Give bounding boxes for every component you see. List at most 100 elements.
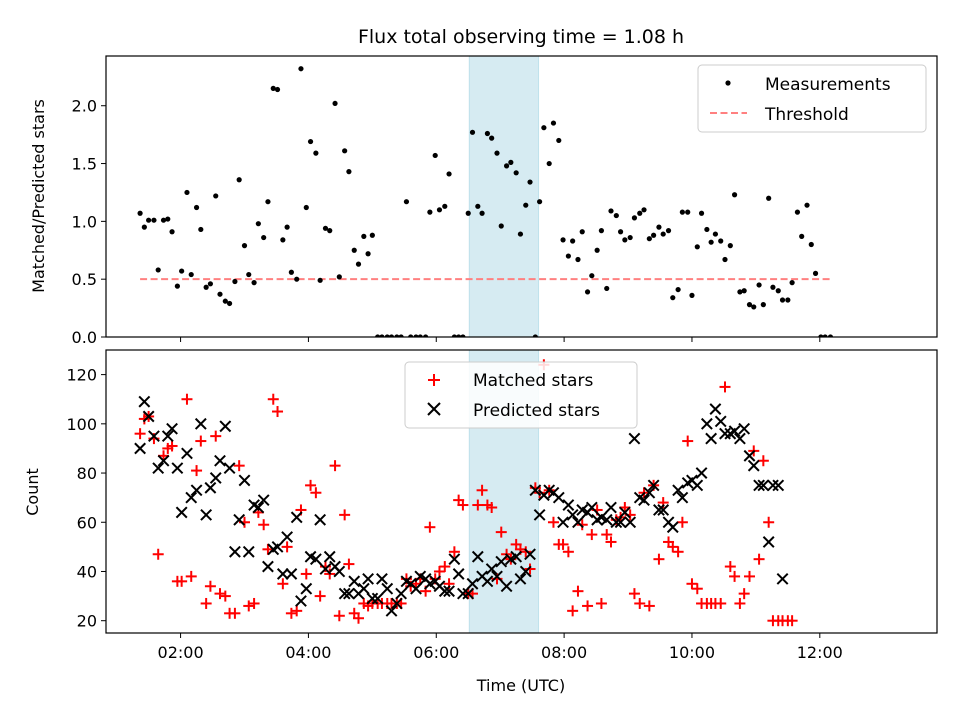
matched-stars-point	[181, 393, 193, 405]
measurement-point	[327, 228, 333, 234]
measurement-point	[274, 86, 281, 93]
measurement-point	[460, 334, 466, 337]
measurement-point	[351, 247, 357, 253]
predicted-stars-point	[691, 479, 704, 492]
predicted-stars-point	[252, 501, 265, 514]
matched-stars-point	[520, 546, 532, 558]
predicted-stars-point	[747, 459, 760, 472]
measurement-point	[155, 267, 161, 273]
measurement-point	[408, 334, 414, 337]
matched-stars-point	[314, 590, 326, 602]
measurement-point	[307, 138, 314, 145]
matched-stars-point	[753, 553, 765, 565]
measurement-point	[375, 334, 381, 337]
predicted-stars-point	[175, 506, 188, 519]
measurement-point	[369, 232, 375, 238]
legend-matched-marker	[428, 374, 440, 386]
x-tick-label: 12:00	[797, 643, 843, 662]
measurement-point	[361, 233, 367, 239]
measurement-point	[503, 163, 510, 169]
predicted-stars-point	[257, 494, 270, 507]
predicted-stars-point	[495, 555, 508, 568]
predicted-stars-point	[485, 563, 498, 575]
matched-stars-point	[576, 519, 588, 531]
predicted-stars-point	[738, 422, 751, 435]
measurement-point	[226, 300, 233, 307]
predicted-stars-point	[219, 420, 232, 433]
predicted-stars-point	[557, 516, 569, 529]
measurement-point	[565, 253, 571, 259]
predicted-stars-point	[643, 486, 656, 499]
chart-title: Flux total observing time = 1.08 h	[358, 26, 684, 48]
measurement-point	[785, 297, 791, 303]
y-tick-label: 80	[77, 464, 97, 483]
measurement-point	[541, 125, 547, 131]
measurement-point	[432, 152, 438, 159]
measurement-point	[694, 244, 700, 250]
measurement-point	[598, 228, 605, 234]
matched-stars-point	[152, 548, 164, 560]
measurement-point	[812, 270, 819, 276]
measurement-point	[589, 273, 595, 279]
measurement-point	[489, 135, 495, 141]
predicted-stars-point	[462, 587, 475, 600]
predicted-stars-point	[171, 462, 184, 475]
measurement-point	[827, 334, 834, 337]
matched-stars-point	[262, 543, 274, 555]
measurement-point	[766, 195, 772, 201]
predicted-stars-point	[200, 508, 213, 521]
measurement-point	[537, 199, 543, 205]
predicted-stars-point	[514, 572, 527, 585]
matched-stars-point	[719, 381, 731, 393]
measurement-point	[804, 202, 810, 208]
predicted-stars-point	[562, 499, 575, 511]
measurement-point	[436, 207, 443, 213]
predicted-stars-point	[138, 395, 151, 408]
matched-stars-point	[534, 487, 546, 499]
measurement-point	[184, 189, 190, 196]
measurement-point	[322, 225, 329, 231]
predicted-stars-point	[647, 479, 660, 492]
matched-stars-point	[272, 406, 284, 418]
measurement-point	[261, 234, 267, 241]
matched-stars-point	[562, 546, 574, 558]
predicted-stars-point	[185, 491, 198, 504]
matched-stars-point	[643, 600, 655, 612]
legend-matched-label: Matched stars	[473, 371, 593, 391]
bottom-axes-frame	[105, 349, 938, 634]
measurement-point	[746, 302, 753, 308]
predicted-stars-point	[753, 479, 765, 492]
measurement-point	[246, 271, 252, 278]
matched-stars-point	[352, 612, 364, 624]
matched-stars-point	[715, 597, 727, 609]
measurement-point	[336, 274, 342, 280]
measurement-point	[704, 226, 710, 233]
matched-stars-point	[343, 558, 355, 570]
matched-stars-point	[333, 610, 345, 622]
measurement-point	[298, 66, 304, 72]
predicted-stars-point	[271, 540, 284, 553]
measurement-point	[317, 277, 323, 283]
matched-stars-point	[329, 460, 341, 472]
matched-stars-point	[291, 605, 303, 617]
predicted-stars-point	[452, 568, 465, 580]
measurement-point	[137, 210, 143, 216]
matched-stars-point	[281, 541, 293, 553]
predicted-stars-point	[276, 568, 289, 580]
y-tick-label: 1.0	[72, 212, 97, 231]
measurement-point	[442, 203, 448, 209]
predicted-stars-point	[214, 454, 226, 467]
measurement-point	[207, 281, 214, 287]
y-tick-label: 1.5	[72, 155, 97, 174]
legend-threshold-label: Threshold	[764, 105, 849, 125]
measurement-point	[365, 251, 371, 257]
predicted-stars-point	[657, 504, 670, 516]
matched-stars-point	[743, 570, 755, 582]
legend-measurements-label: Measurements	[765, 75, 891, 95]
measurement-point	[822, 334, 828, 337]
predicted-stars-point	[448, 553, 461, 566]
predicted-stars-point	[733, 432, 746, 445]
predicted-stars-point	[666, 521, 679, 534]
matched-stars-point	[233, 460, 245, 472]
measurement-point	[379, 334, 385, 337]
